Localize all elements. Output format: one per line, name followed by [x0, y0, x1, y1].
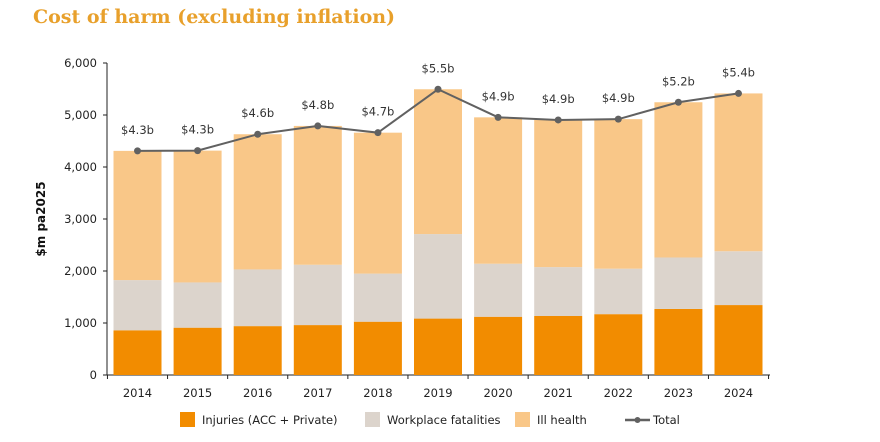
bar-ill-health-2024 [714, 93, 763, 252]
bar-workplace-fatalities-2018 [353, 273, 402, 322]
bar-ill-health-2016 [233, 134, 282, 270]
bar-ill-health-2014 [113, 150, 162, 281]
y-tick-label: 2,000 [64, 264, 97, 278]
bar-injuries-acc-private--2020 [474, 316, 523, 375]
bar-workplace-fatalities-2024 [714, 251, 763, 306]
y-axis-label: $m pa2025 [34, 181, 48, 256]
total-point-2023 [674, 98, 682, 106]
bar-injuries-acc-private--2023 [654, 308, 703, 375]
bar-ill-health-2023 [654, 102, 703, 258]
x-tick-label: 2024 [724, 386, 753, 400]
legend-swatch [365, 412, 380, 427]
x-tick-label: 2017 [303, 386, 332, 400]
total-data-label: $4.3b [121, 123, 154, 137]
y-tick-label: 4,000 [64, 160, 97, 174]
legend-line-marker [634, 417, 641, 423]
x-tick-label: 2016 [243, 386, 272, 400]
x-tick-label: 2022 [604, 386, 633, 400]
total-point-2021 [554, 116, 562, 124]
total-data-label: $4.9b [542, 92, 575, 106]
bar-workplace-fatalities-2021 [534, 267, 583, 316]
total-data-label: $4.9b [602, 91, 635, 105]
bar-injuries-acc-private--2021 [534, 315, 583, 375]
chart-title: Cost of harm (excluding inflation) [33, 6, 396, 28]
total-data-label: $4.7b [361, 105, 394, 119]
bar-workplace-fatalities-2014 [113, 280, 162, 331]
bar-workplace-fatalities-2023 [654, 257, 703, 309]
total-data-label: $4.3b [181, 123, 214, 137]
legend-label: Total [652, 413, 680, 427]
bar-ill-health-2018 [353, 132, 402, 274]
total-data-label: $5.4b [722, 65, 755, 79]
total-point-2017 [314, 122, 322, 130]
total-point-2018 [374, 129, 382, 137]
x-tick-label: 2019 [423, 386, 452, 400]
y-tick-label: 6,000 [64, 56, 97, 70]
bar-injuries-acc-private--2019 [414, 318, 462, 375]
y-tick-label: 5,000 [64, 108, 97, 122]
total-data-label: $4.8b [301, 98, 334, 112]
bar-workplace-fatalities-2019 [414, 234, 462, 319]
bar-ill-health-2019 [414, 89, 462, 235]
y-tick-label: 1,000 [64, 316, 97, 330]
bar-ill-health-2022 [594, 119, 643, 269]
bar-injuries-acc-private--2018 [353, 321, 402, 375]
total-data-label: $4.9b [482, 89, 515, 103]
total-point-2016 [254, 130, 262, 138]
bar-ill-health-2020 [474, 117, 523, 264]
x-tick-label: 2018 [363, 386, 392, 400]
x-tick-label: 2020 [483, 386, 512, 400]
bar-injuries-acc-private--2014 [113, 330, 162, 375]
legend-swatch [180, 412, 195, 427]
legend-label: Workplace fatalities [387, 413, 501, 427]
x-tick-label: 2021 [544, 386, 573, 400]
x-tick-label: 2014 [123, 386, 152, 400]
y-tick-label: 0 [90, 368, 97, 382]
y-tick-label: 3,000 [64, 212, 97, 226]
bar-injuries-acc-private--2022 [594, 314, 643, 375]
total-data-label: $4.6b [241, 106, 274, 120]
legend-swatch [515, 412, 530, 427]
bar-ill-health-2017 [293, 125, 342, 265]
legend-label: Injuries (ACC + Private) [202, 413, 338, 427]
bar-injuries-acc-private--2015 [173, 327, 222, 375]
bar-workplace-fatalities-2017 [293, 264, 342, 326]
total-point-2024 [735, 89, 742, 97]
total-point-2022 [614, 115, 622, 123]
bar-workplace-fatalities-2015 [173, 282, 222, 328]
x-tick-label: 2023 [664, 386, 693, 400]
legend-label: Ill health [537, 413, 587, 427]
total-point-2014 [134, 147, 141, 155]
total-point-2020 [494, 113, 502, 121]
x-tick-label: 2015 [183, 386, 212, 400]
bar-injuries-acc-private--2017 [293, 325, 342, 375]
bar-workplace-fatalities-2016 [233, 269, 282, 327]
bar-workplace-fatalities-2022 [594, 268, 643, 315]
total-point-2019 [434, 85, 442, 93]
bar-injuries-acc-private--2016 [233, 326, 282, 375]
bar-injuries-acc-private--2024 [714, 305, 763, 375]
total-data-label: $5.2b [662, 74, 695, 88]
bar-ill-health-2021 [534, 119, 583, 268]
total-data-label: $5.5b [422, 61, 455, 75]
bar-ill-health-2015 [173, 150, 222, 283]
total-point-2015 [194, 147, 202, 155]
bar-workplace-fatalities-2020 [474, 263, 523, 317]
